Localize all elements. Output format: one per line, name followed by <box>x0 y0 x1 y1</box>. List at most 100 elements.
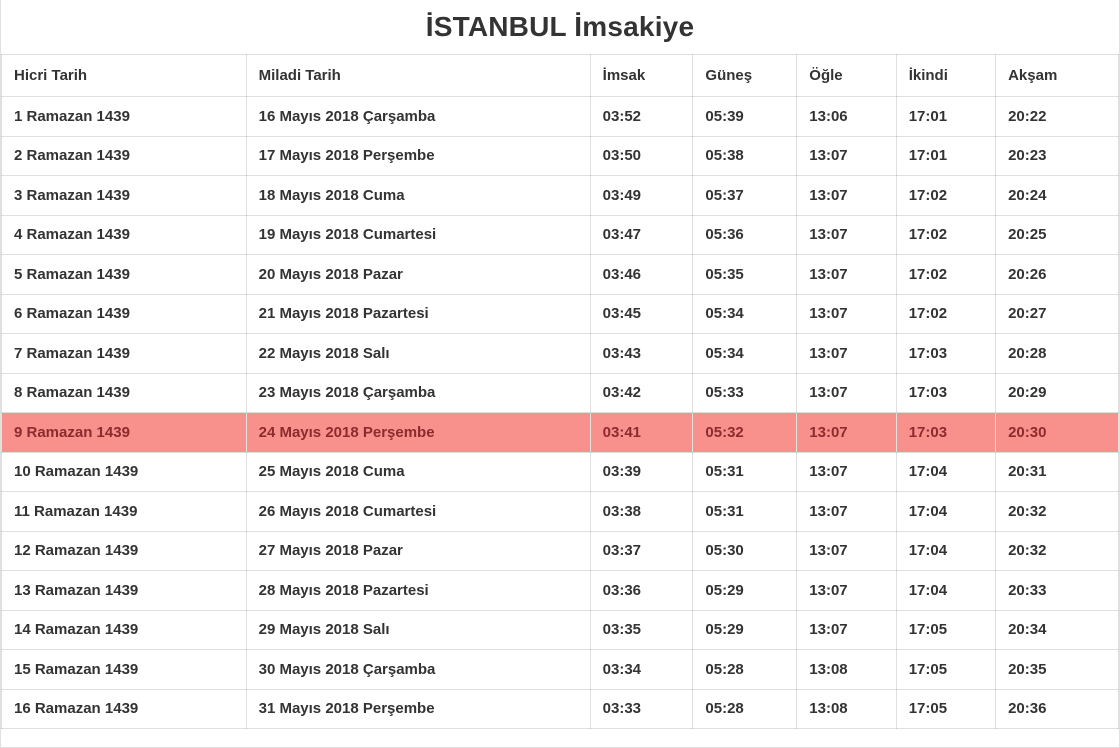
table-cell: 17:04 <box>895 491 997 532</box>
column-header-imsak: İmsak <box>589 54 694 97</box>
table-cell: 03:42 <box>589 372 694 413</box>
table-cell: 16 Ramazan 1439 <box>1 688 247 729</box>
table-row: 14 Ramazan 1439 29 Mayıs 2018 Salı 03:35 05… <box>1 609 1119 650</box>
table-cell: 03:49 <box>589 175 694 216</box>
table-cell: 4 Ramazan 1439 <box>1 214 247 255</box>
table-cell: 31 Mayıs 2018 Perşembe <box>245 688 591 729</box>
table-cell: 13:07 <box>796 530 897 571</box>
table-cell: 20:36 <box>995 688 1119 729</box>
table-cell: 20:26 <box>995 254 1119 295</box>
table-row: 16 Ramazan 1439 31 Mayıs 2018 Perşembe 03:… <box>1 688 1119 729</box>
table-cell: 20:30 <box>995 412 1119 453</box>
table-row: 10 Ramazan 1439 25 Mayıs 2018 Cuma 03:39 05… <box>1 451 1119 492</box>
table-row: 12 Ramazan 1439 27 Mayıs 2018 Pazar 03:37 0… <box>1 530 1119 571</box>
table-row: 15 Ramazan 1439 30 Mayıs 2018 Çarşamba 03:… <box>1 649 1119 690</box>
table-cell: 7 Ramazan 1439 <box>1 333 247 374</box>
table-cell: 03:43 <box>589 333 694 374</box>
table-cell: 25 Mayıs 2018 Cuma <box>245 451 591 492</box>
table-cell: 03:39 <box>589 451 694 492</box>
table-cell: 13:07 <box>796 333 897 374</box>
table-cell: 03:34 <box>589 649 694 690</box>
table-cell: 03:38 <box>589 491 694 532</box>
table-cell: 17:03 <box>895 372 997 413</box>
table-cell: 20:28 <box>995 333 1119 374</box>
table-cell: 9 Ramazan 1439 <box>1 412 247 453</box>
table-cell: 28 Mayıs 2018 Pazartesi <box>245 570 591 611</box>
table-cell: 17:02 <box>895 293 997 334</box>
table-row: 7 Ramazan 1439 22 Mayıs 2018 Salı 03:43 05:… <box>1 333 1119 374</box>
table-cell: 20:27 <box>995 293 1119 334</box>
table-cell: 13:07 <box>796 254 897 295</box>
column-header-ikindi: İkindi <box>895 54 997 97</box>
table-cell: 18 Mayıs 2018 Cuma <box>245 175 591 216</box>
table-cell: 20:32 <box>995 491 1119 532</box>
table-cell: 05:38 <box>692 135 798 176</box>
table-cell: 20:34 <box>995 609 1119 650</box>
table-cell: 17:03 <box>895 333 997 374</box>
table-cell: 20:29 <box>995 372 1119 413</box>
table-cell: 11 Ramazan 1439 <box>1 491 247 532</box>
table-cell: 05:32 <box>692 412 798 453</box>
table-cell: 29 Mayıs 2018 Salı <box>245 609 591 650</box>
table-row: 3 Ramazan 1439 18 Mayıs 2018 Cuma 03:49 05:… <box>1 175 1119 216</box>
table-cell: 15 Ramazan 1439 <box>1 649 247 690</box>
table-cell: 20:22 <box>995 96 1119 137</box>
prayer-times-table: Hicri Tarih Miladi Tarih İmsak Güneş Öğl… <box>1 54 1119 729</box>
table-cell: 3 Ramazan 1439 <box>1 175 247 216</box>
table-cell: 03:45 <box>589 293 694 334</box>
table-cell: 13:07 <box>796 491 897 532</box>
table-cell: 03:35 <box>589 609 694 650</box>
table-cell: 03:41 <box>589 412 694 453</box>
table-row: 2 Ramazan 1439 17 Mayıs 2018 Perşembe 03:5… <box>1 135 1119 176</box>
table-cell: 05:29 <box>692 570 798 611</box>
table-cell: 17:03 <box>895 412 997 453</box>
table-cell: 17:05 <box>895 649 997 690</box>
table-cell: 27 Mayıs 2018 Pazar <box>245 530 591 571</box>
page-title: İSTANBUL İmsakiye <box>425 11 695 42</box>
table-cell: 17:04 <box>895 451 997 492</box>
table-cell: 05:28 <box>692 688 798 729</box>
table-cell: 05:30 <box>692 530 798 571</box>
table-cell: 05:35 <box>692 254 798 295</box>
table-cell: 22 Mayıs 2018 Salı <box>245 333 591 374</box>
table-cell: 03:50 <box>589 135 694 176</box>
table-cell: 13:07 <box>796 135 897 176</box>
table-cell: 05:33 <box>692 372 798 413</box>
table-cell: 05:31 <box>692 491 798 532</box>
table-cell: 05:37 <box>692 175 798 216</box>
table-cell: 03:47 <box>589 214 694 255</box>
table-cell: 13:07 <box>796 412 897 453</box>
table-cell: 03:33 <box>589 688 694 729</box>
table-row: 6 Ramazan 1439 21 Mayıs 2018 Pazartesi 03:… <box>1 293 1119 334</box>
column-header-hicri-tarih: Hicri Tarih <box>1 54 247 97</box>
table-cell: 30 Mayıs 2018 Çarşamba <box>245 649 591 690</box>
table-cell: 17:04 <box>895 530 997 571</box>
table-cell: 12 Ramazan 1439 <box>1 530 247 571</box>
table-cell: 16 Mayıs 2018 Çarşamba <box>245 96 591 137</box>
table-cell: 05:36 <box>692 214 798 255</box>
table-cell: 20:32 <box>995 530 1119 571</box>
table-header-row: Hicri Tarih Miladi Tarih İmsak Güneş Öğl… <box>1 54 1119 97</box>
table-cell: 17:05 <box>895 688 997 729</box>
table-cell: 20:33 <box>995 570 1119 611</box>
table-cell: 5 Ramazan 1439 <box>1 254 247 295</box>
table-cell: 13:07 <box>796 372 897 413</box>
table-cell: 17:04 <box>895 570 997 611</box>
table-cell: 17:02 <box>895 254 997 295</box>
table-cell: 03:52 <box>589 96 694 137</box>
table-cell: 13:07 <box>796 570 897 611</box>
table-cell: 13:07 <box>796 214 897 255</box>
table-row: 8 Ramazan 1439 23 Mayıs 2018 Çarşamba 03:4… <box>1 372 1119 413</box>
table-cell: 20:24 <box>995 175 1119 216</box>
table-row: 11 Ramazan 1439 26 Mayıs 2018 Cumartesi 03… <box>1 491 1119 532</box>
table-cell: 13:07 <box>796 175 897 216</box>
table-cell: 20:35 <box>995 649 1119 690</box>
table-cell: 8 Ramazan 1439 <box>1 372 247 413</box>
table-cell: 26 Mayıs 2018 Cumartesi <box>245 491 591 532</box>
table-cell: 05:34 <box>692 293 798 334</box>
table-cell: 23 Mayıs 2018 Çarşamba <box>245 372 591 413</box>
table-row: 1 Ramazan 1439 16 Mayıs 2018 Çarşamba 03:5… <box>1 96 1119 137</box>
table-cell: 2 Ramazan 1439 <box>1 135 247 176</box>
table-cell: 17 Mayıs 2018 Perşembe <box>245 135 591 176</box>
table-cell: 03:36 <box>589 570 694 611</box>
